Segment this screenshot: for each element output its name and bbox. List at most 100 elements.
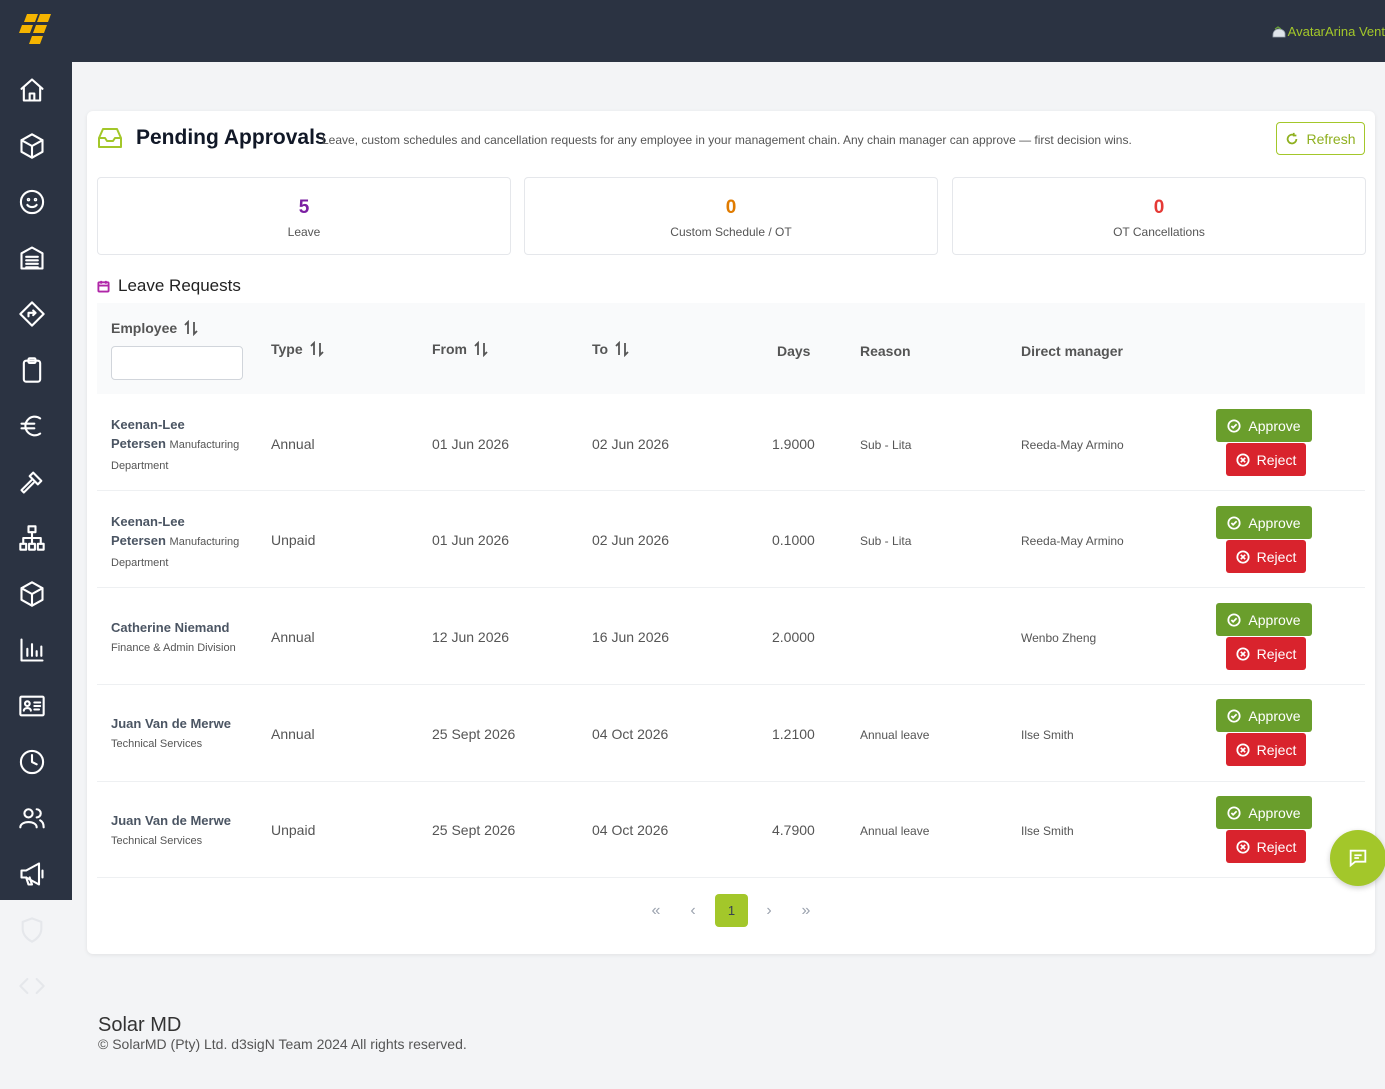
megaphone-icon <box>20 862 44 886</box>
employee-name: Catherine Niemand <box>111 620 230 635</box>
reject-label: Reject <box>1256 838 1297 855</box>
first-page-button[interactable]: « <box>651 901 661 919</box>
inbox-icon <box>98 128 122 148</box>
box-icon <box>20 133 44 159</box>
calendar-icon <box>97 280 110 293</box>
approve-button[interactable]: Approve <box>1216 409 1312 442</box>
prev-page-button[interactable]: ‹ <box>690 901 696 919</box>
sidebar-item-teams[interactable] <box>16 802 48 834</box>
home-icon <box>20 78 44 102</box>
column-to[interactable]: To <box>592 341 630 357</box>
approve-button[interactable]: Approve <box>1216 699 1312 732</box>
sidebar <box>0 62 72 900</box>
table-row: Juan Van de Merwe Technical Services Ann… <box>97 685 1365 782</box>
table-row: Keenan-Lee Petersen Manufacturing Departme… <box>97 491 1365 588</box>
days-cell: 1.2100 <box>772 726 815 742</box>
table-header: Employee Type From To Days Reason Direct… <box>97 303 1365 394</box>
to-cell: 02 Jun 2026 <box>592 436 670 452</box>
reject-button[interactable]: Reject <box>1226 540 1306 573</box>
sort-icon <box>310 341 324 357</box>
employee-department: Finance & Admin Division <box>111 642 236 654</box>
check-circle-icon <box>1227 805 1241 820</box>
sidebar-item-employees[interactable] <box>16 690 48 722</box>
approve-label: Approve <box>1248 707 1301 724</box>
reject-button[interactable]: Reject <box>1226 637 1306 670</box>
days-cell: 0.1000 <box>772 532 815 548</box>
reject-button[interactable]: Reject <box>1226 830 1306 863</box>
refresh-button[interactable]: Refresh <box>1276 122 1365 155</box>
sort-icon <box>184 320 198 336</box>
table-row: Catherine Niemand Finance & Admin Divisi… <box>97 588 1365 685</box>
user-menu[interactable]: AvatarArina Vent <box>1272 24 1385 39</box>
reject-label: Reject <box>1256 548 1297 565</box>
employee-cell: Juan Van de Merwe Technical Services <box>111 811 246 851</box>
check-circle-icon <box>1227 612 1241 627</box>
avatar-broken-image-icon <box>1272 25 1286 37</box>
column-label: From <box>432 341 467 357</box>
type-cell: Annual <box>271 436 315 452</box>
sidebar-item-finance[interactable] <box>16 410 48 442</box>
sidebar-item-timesheets[interactable] <box>16 746 48 778</box>
sidebar-item-customers[interactable] <box>16 186 48 218</box>
approve-button[interactable]: Approve <box>1216 603 1312 636</box>
sidebar-item-products[interactable] <box>16 130 48 162</box>
approve-label: Approve <box>1248 514 1301 531</box>
sidebar-item-tasks[interactable] <box>16 354 48 386</box>
days-cell: 1.9000 <box>772 436 815 452</box>
to-cell: 16 Jun 2026 <box>592 629 670 645</box>
sidebar-item-security[interactable] <box>16 914 48 946</box>
stat-ot-cancellations[interactable]: 0 OT Cancellations <box>952 177 1366 255</box>
column-type[interactable]: Type <box>271 341 325 357</box>
page-title: Pending Approvals <box>136 126 327 149</box>
stat-leave[interactable]: 5 Leave <box>97 177 511 255</box>
solarmd-logo[interactable] <box>18 12 56 48</box>
last-page-button[interactable]: » <box>801 901 811 919</box>
sidebar-item-home[interactable] <box>16 74 48 106</box>
approve-button[interactable]: Approve <box>1216 506 1312 539</box>
manager-cell: Ilse Smith <box>1021 824 1074 838</box>
approve-label: Approve <box>1248 804 1301 821</box>
sidebar-item-org-chart[interactable] <box>16 522 48 554</box>
reject-button[interactable]: Reject <box>1226 733 1306 766</box>
clipboard-icon <box>22 357 42 383</box>
sort-icon <box>615 341 629 357</box>
approve-label: Approve <box>1248 417 1301 434</box>
sidebar-item-reports[interactable] <box>16 634 48 666</box>
stat-custom-schedule[interactable]: 0 Custom Schedule / OT <box>524 177 938 255</box>
x-circle-icon <box>1236 742 1250 757</box>
column-from[interactable]: From <box>432 341 489 357</box>
type-cell: Annual <box>271 629 315 645</box>
page-1-button[interactable]: 1 <box>715 894 748 927</box>
from-cell: 25 Sept 2026 <box>432 726 516 742</box>
sidebar-item-tools[interactable] <box>16 466 48 498</box>
sidebar-item-announcements[interactable] <box>16 858 48 890</box>
days-cell: 4.7900 <box>772 822 815 838</box>
sidebar-item-logistics[interactable] <box>16 298 48 330</box>
reason-cell: Annual leave <box>860 728 930 742</box>
reject-label: Reject <box>1256 645 1297 662</box>
hierarchy-icon <box>19 525 45 551</box>
reason-cell: Sub - Lita <box>860 438 912 452</box>
manager-cell: Reeda-May Armino <box>1021 534 1124 548</box>
approve-button[interactable]: Approve <box>1216 796 1312 829</box>
x-circle-icon <box>1236 452 1250 467</box>
column-employee[interactable]: Employee <box>111 320 199 336</box>
manager-cell: Reeda-May Armino <box>1021 438 1124 452</box>
employee-filter-input[interactable] <box>111 346 243 380</box>
reject-label: Reject <box>1256 451 1297 468</box>
employee-department: Technical Services <box>111 835 203 847</box>
employee-cell: Catherine Niemand Finance & Admin Divisi… <box>111 618 246 658</box>
sidebar-item-inventory[interactable] <box>16 578 48 610</box>
column-direct-manager: Direct manager <box>1021 343 1123 359</box>
days-cell: 2.0000 <box>772 629 815 645</box>
x-circle-icon <box>1236 549 1250 564</box>
approve-label: Approve <box>1248 611 1301 628</box>
next-page-button[interactable]: › <box>766 901 772 919</box>
footer-brand: Solar MD <box>98 1014 182 1036</box>
reject-button[interactable]: Reject <box>1226 443 1306 476</box>
sidebar-item-developer[interactable] <box>16 970 48 1002</box>
chat-button[interactable] <box>1330 830 1385 886</box>
page-description: Leave, custom schedules and cancellation… <box>322 133 1132 147</box>
sidebar-item-warehouse[interactable] <box>16 242 48 274</box>
stat-value: 0 <box>725 197 737 218</box>
